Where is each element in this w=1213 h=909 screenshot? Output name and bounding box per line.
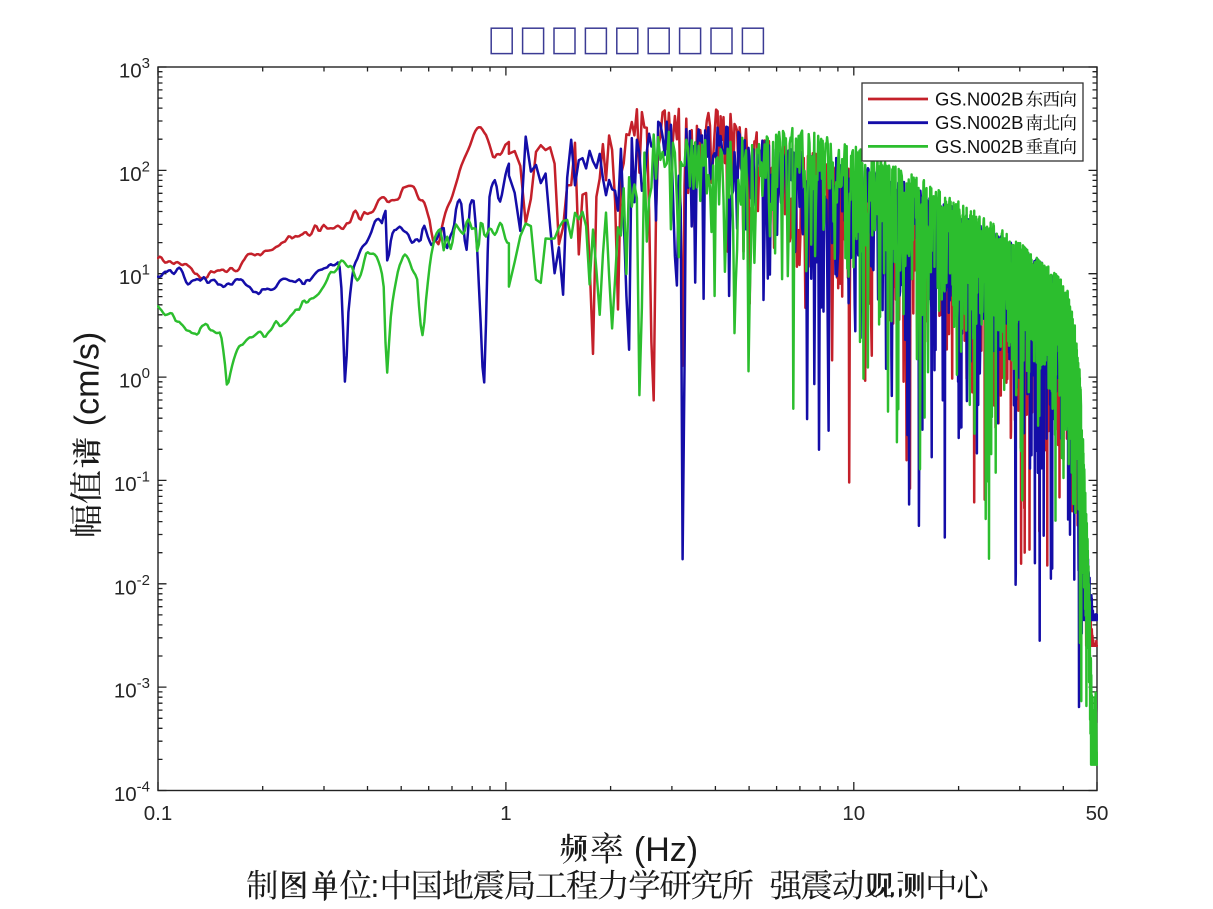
svg-text:10: 10	[842, 802, 865, 825]
svg-text::: :	[370, 868, 379, 904]
svg-text:0.1: 0.1	[144, 802, 173, 825]
svg-text:(Hz): (Hz)	[634, 831, 698, 869]
svg-text:50: 50	[1086, 802, 1109, 825]
svg-text:GS.N002B: GS.N002B	[935, 136, 1023, 157]
svg-text:(cm/s): (cm/s)	[69, 332, 107, 426]
svg-text:GS.N002B: GS.N002B	[935, 89, 1023, 110]
svg-text:GS.N002B: GS.N002B	[935, 112, 1023, 133]
svg-text:10-4: 10-4	[114, 779, 150, 807]
svg-text:1: 1	[500, 802, 511, 825]
